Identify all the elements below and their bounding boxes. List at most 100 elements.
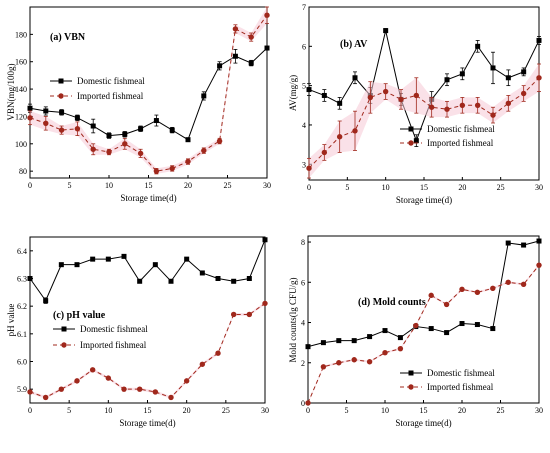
series-line (29, 239, 266, 302)
chart-panel-1: 0 5 10 15 20 25 30 80 100 120 140 160 180 Storage tim… (6, 6, 271, 203)
legend-entry: Domestic fishmeal (400, 368, 495, 378)
legend-entry: Imported fishmeal (53, 340, 147, 350)
data-point (474, 289, 481, 296)
data-point (383, 28, 389, 34)
data-point (398, 96, 404, 103)
data-point (413, 138, 419, 144)
x-tick-label: 10 (382, 183, 390, 192)
data-point (201, 93, 207, 99)
legend-marker (61, 342, 67, 348)
x-tick-label: 30 (535, 406, 543, 415)
data-point (153, 168, 160, 174)
data-point (121, 253, 127, 259)
legend-label: Imported fishmeal (427, 138, 494, 148)
data-point (520, 90, 527, 97)
x-axis-title: Storage time(d) (396, 195, 452, 205)
data-point (459, 286, 465, 293)
y-tick-label: 6.0 (17, 358, 27, 367)
series-line (29, 302, 266, 399)
data-point (305, 344, 311, 350)
x-tick-label: 0 (306, 406, 310, 415)
data-point (351, 357, 357, 363)
x-axis-title: Storage time(d) (395, 418, 451, 428)
data-point (444, 330, 450, 336)
data-point (105, 375, 112, 381)
data-point (43, 120, 49, 126)
y-tick-label: 6.2 (17, 302, 27, 311)
x-tick-label: 5 (67, 406, 71, 415)
series-line (307, 240, 540, 348)
data-point (232, 53, 238, 59)
data-point (397, 345, 404, 352)
data-point (428, 326, 434, 332)
data-point (248, 34, 254, 40)
data-point (74, 115, 80, 121)
y-tick-label: 7 (302, 3, 306, 12)
legend-marker (58, 93, 64, 99)
data-point (336, 338, 342, 344)
x-tick-label: 30 (263, 181, 271, 190)
data-point (490, 285, 496, 292)
plot-frame (307, 235, 540, 404)
error-band (309, 64, 539, 179)
legend-marker (58, 78, 64, 84)
data-point (169, 127, 175, 133)
y-axis-title: pH value (6, 304, 16, 337)
x-tick-label: 20 (458, 183, 466, 192)
data-point (43, 298, 49, 304)
data-point (137, 278, 143, 284)
data-point (459, 71, 465, 77)
data-point (216, 138, 223, 144)
legend-entry: Imported fishmeal (400, 138, 494, 148)
data-point (231, 278, 237, 284)
data-point (215, 350, 221, 356)
data-point (474, 322, 480, 328)
x-tick-label: 15 (144, 406, 152, 415)
x-tick-label: 25 (497, 406, 505, 415)
series-domestic (306, 28, 542, 147)
data-point (459, 102, 466, 108)
x-tick-label: 20 (184, 181, 192, 190)
legend-label: Domestic fishmeal (427, 124, 495, 134)
data-point (320, 340, 326, 346)
legend-label: Imported fishmeal (427, 382, 494, 392)
x-tick-label: 10 (105, 181, 113, 190)
y-axis-title: AV(mg/g) (288, 75, 298, 111)
x-tick-label: 5 (345, 183, 349, 192)
data-point (58, 262, 64, 268)
data-point (505, 75, 511, 81)
data-point (90, 256, 96, 262)
data-point (59, 109, 65, 115)
data-point (382, 88, 389, 95)
x-tick-label: 10 (381, 406, 389, 415)
data-point (413, 322, 419, 329)
data-point (321, 149, 328, 156)
y-tick-label: 6 (301, 278, 305, 287)
data-point (474, 102, 481, 108)
data-point (459, 321, 465, 327)
data-point (215, 276, 221, 281)
series-imported (27, 6, 270, 175)
x-tick-label: 25 (497, 183, 505, 192)
legend-entry: Domestic fishmeal (400, 124, 495, 134)
data-point (306, 165, 312, 171)
data-point (536, 37, 542, 43)
data-point (490, 112, 496, 118)
y-tick-label: 80 (19, 167, 27, 176)
y-tick-label: 5.9 (17, 385, 27, 394)
data-point (306, 87, 312, 93)
data-point (42, 394, 49, 401)
legend-marker (408, 126, 414, 132)
series-imported (27, 300, 268, 401)
data-point (106, 133, 112, 139)
data-point (246, 276, 252, 281)
data-point (366, 359, 373, 365)
data-point (505, 240, 511, 246)
series-line (308, 30, 540, 143)
data-point (106, 149, 112, 155)
data-point (43, 108, 49, 114)
legend-marker (408, 140, 414, 146)
data-point (122, 141, 128, 147)
panel-title: (b) AV (340, 39, 368, 50)
data-point (27, 276, 33, 281)
